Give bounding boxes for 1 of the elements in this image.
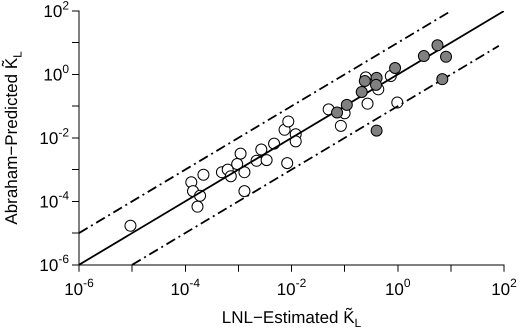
y-axis-title: Abraham−Predicted K̃L	[1, 50, 24, 225]
